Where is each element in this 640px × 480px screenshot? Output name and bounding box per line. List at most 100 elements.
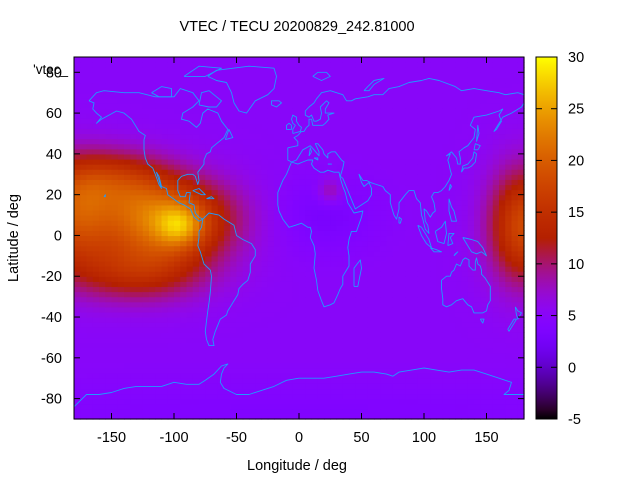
heatmap-cell (199, 107, 206, 114)
heatmap-cell (355, 225, 363, 231)
heatmap-cell (511, 332, 519, 339)
heatmap-cell (461, 240, 469, 247)
heatmap-cell (274, 235, 281, 242)
heatmap-cell (124, 373, 131, 379)
heatmap-cell (386, 143, 394, 150)
heatmap-cell (161, 92, 169, 99)
heatmap-cell (230, 199, 238, 206)
heatmap-cell (224, 281, 231, 288)
heatmap-cell (311, 225, 319, 231)
heatmap-cell (117, 199, 125, 206)
heatmap-cell (455, 225, 463, 231)
heatmap-cell (211, 123, 219, 129)
heatmap-cell (205, 133, 213, 140)
heatmap-cell (186, 128, 194, 135)
heatmap-cell (480, 184, 488, 191)
heatmap-cell (217, 413, 225, 420)
heatmap-cell (405, 276, 413, 282)
heatmap-cell (499, 225, 506, 231)
heatmap-cell (267, 92, 275, 99)
heatmap-cell (324, 225, 331, 231)
heatmap-cell (399, 388, 406, 395)
heatmap-cell (317, 322, 325, 328)
heatmap-cell (305, 281, 313, 288)
heatmap-cell (330, 123, 338, 129)
heatmap-cell (161, 158, 169, 165)
heatmap-cell (442, 388, 450, 395)
heatmap-cell (467, 322, 475, 328)
heatmap-cell (317, 260, 325, 267)
heatmap-cell (136, 301, 144, 308)
heatmap-cell (511, 398, 519, 405)
heatmap-cell (111, 373, 119, 379)
heatmap-cell (230, 388, 238, 395)
heatmap-cell (280, 301, 288, 308)
heatmap-cell (399, 322, 406, 328)
heatmap-cell (205, 398, 213, 405)
heatmap-cell (136, 276, 144, 282)
heatmap-cell (330, 67, 338, 73)
heatmap-cell (261, 215, 269, 221)
heatmap-cell (292, 87, 300, 94)
heatmap-cell (486, 57, 494, 63)
heatmap-cell (492, 158, 500, 165)
heatmap-cell (436, 174, 444, 180)
heatmap-cell (430, 383, 438, 390)
heatmap-cell (80, 184, 88, 191)
heatmap-cell (92, 184, 100, 191)
heatmap-cell (374, 179, 381, 186)
heatmap-cell (167, 215, 175, 221)
heatmap-cell (111, 352, 119, 359)
heatmap-cell (124, 133, 131, 140)
heatmap-cell (74, 158, 81, 165)
heatmap-cell (80, 357, 88, 364)
heatmap-cell (142, 240, 150, 247)
heatmap-cell (430, 128, 438, 135)
heatmap-cell (205, 77, 213, 84)
heatmap-cell (267, 322, 275, 328)
heatmap-cell (461, 408, 469, 415)
heatmap-cell (499, 77, 506, 84)
heatmap-cell (105, 77, 113, 84)
heatmap-cell (224, 347, 231, 354)
heatmap-cell (461, 194, 469, 201)
heatmap-cell (174, 82, 181, 89)
heatmap-cell (236, 388, 244, 395)
heatmap-cell (74, 77, 81, 84)
heatmap-cell (492, 373, 500, 379)
heatmap-cell (261, 337, 269, 344)
heatmap-cell (105, 67, 113, 73)
heatmap-cell (455, 118, 463, 124)
heatmap-cell (117, 189, 125, 196)
heatmap-cell (136, 291, 144, 298)
heatmap-cell (267, 291, 275, 298)
heatmap-cell (305, 57, 313, 63)
heatmap-cell (274, 296, 281, 303)
heatmap-cell (74, 301, 81, 308)
heatmap-cell (474, 373, 481, 379)
heatmap-cell (499, 230, 506, 237)
heatmap-cell (405, 398, 413, 405)
heatmap-cell (99, 286, 106, 293)
heatmap-cell (80, 107, 88, 114)
heatmap-cell (142, 408, 150, 415)
heatmap-cell (311, 388, 319, 395)
heatmap-cell (342, 67, 350, 73)
heatmap-cell (167, 220, 175, 226)
heatmap-cell (186, 230, 194, 237)
heatmap-cell (111, 158, 119, 165)
heatmap-cell (305, 158, 313, 165)
heatmap-cell (161, 296, 169, 303)
heatmap-cell (461, 215, 469, 221)
heatmap-cell (505, 250, 513, 257)
heatmap-cell (92, 164, 100, 170)
heatmap-cell (455, 199, 463, 206)
heatmap-cell (224, 337, 231, 344)
heatmap-cell (249, 169, 256, 175)
heatmap-cell (349, 266, 356, 272)
heatmap-cell (399, 398, 406, 405)
heatmap-cell (436, 92, 444, 99)
heatmap-cell (405, 57, 413, 63)
heatmap-cell (155, 113, 163, 119)
heatmap-cell (342, 179, 350, 186)
